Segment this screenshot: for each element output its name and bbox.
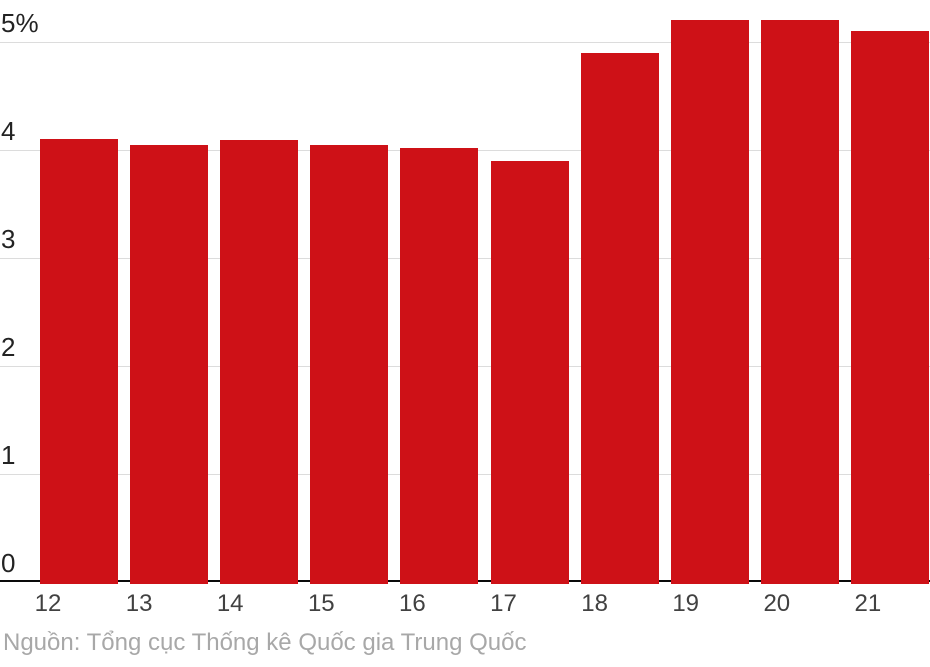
x-tick-label: 17	[490, 590, 517, 617]
bar-20	[760, 20, 839, 584]
bar-18	[580, 52, 659, 584]
y-tick-label: 1	[1, 440, 16, 471]
x-tick-label: 16	[399, 590, 426, 617]
x-tick-label: 12	[34, 590, 62, 617]
bar-19	[670, 20, 749, 584]
source-note: Nguồn: Tổng cục Thống kê Quốc gia Trung …	[3, 629, 527, 656]
bar-21	[850, 31, 929, 584]
x-tick-label: 19	[672, 590, 700, 617]
y-tick-label: 3	[1, 224, 16, 255]
gridline-5	[0, 42, 930, 43]
y-tick-label: 4	[1, 116, 16, 147]
y-tick-label: 5%	[1, 8, 39, 39]
x-tick-label: 21	[854, 590, 882, 617]
bar-15	[310, 144, 389, 584]
x-tick-label: 14	[216, 590, 244, 617]
bar-17	[490, 160, 569, 584]
bar-12	[40, 139, 118, 584]
x-tick-label: 20	[763, 590, 791, 617]
bar-13	[130, 144, 209, 584]
bar-16	[400, 147, 479, 584]
x-tick-label: 18	[581, 590, 608, 617]
y-tick-label: 2	[1, 332, 16, 363]
bar-14	[220, 140, 299, 584]
x-tick-label: 13	[125, 590, 153, 617]
x-tick-label: 15	[307, 590, 335, 617]
y-tick-label: 0	[1, 548, 16, 579]
